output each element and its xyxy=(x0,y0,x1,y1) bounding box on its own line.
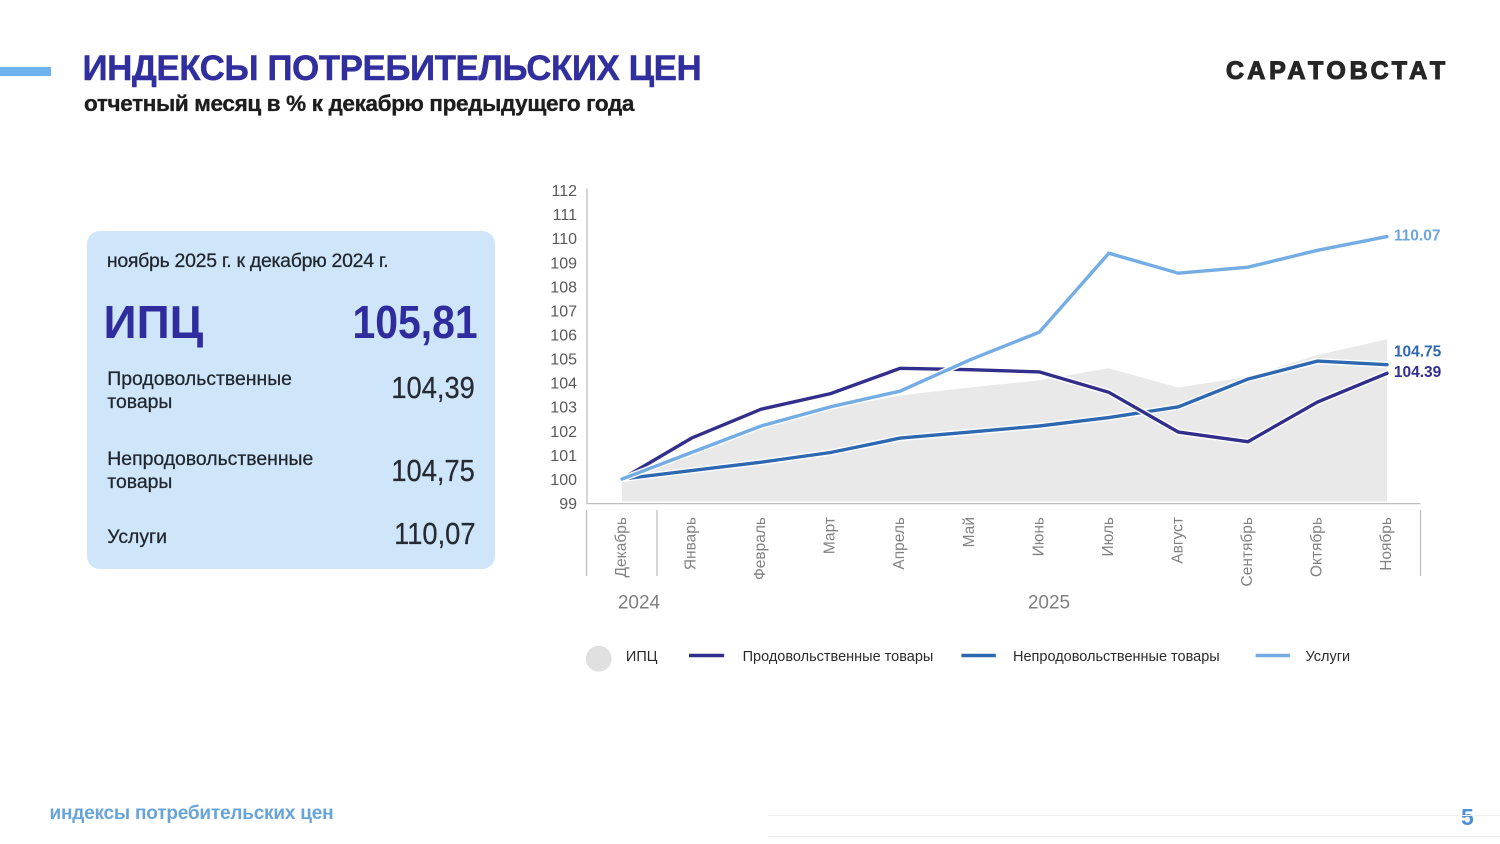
svg-text:Февраль: Февраль xyxy=(752,517,769,580)
svg-text:ИПЦ: ИПЦ xyxy=(626,649,658,665)
svg-text:Июнь: Июнь xyxy=(1030,517,1047,556)
svg-text:104: 104 xyxy=(550,376,577,393)
svg-text:108: 108 xyxy=(550,279,577,296)
svg-text:2025: 2025 xyxy=(1028,593,1070,614)
svg-text:107: 107 xyxy=(550,303,577,320)
svg-text:102: 102 xyxy=(550,424,577,441)
svg-text:Июль: Июль xyxy=(1100,517,1117,557)
svg-text:101: 101 xyxy=(550,448,577,465)
svg-text:Декабрь: Декабрь xyxy=(613,517,630,577)
svg-text:Сентябрь: Сентябрь xyxy=(1239,517,1256,586)
svg-text:Август: Август xyxy=(1169,517,1186,564)
svg-text:99: 99 xyxy=(559,496,577,513)
svg-text:Услуги: Услуги xyxy=(1306,649,1351,665)
svg-text:106: 106 xyxy=(550,328,577,345)
svg-text:2024: 2024 xyxy=(618,593,661,614)
svg-text:Ноябрь: Ноябрь xyxy=(1378,517,1395,571)
svg-text:Продовольственные товары: Продовольственные товары xyxy=(743,649,934,665)
svg-text:Апрель: Апрель xyxy=(891,517,908,570)
svg-text:Непродовольственные товары: Непродовольственные товары xyxy=(1013,649,1220,665)
svg-text:Май: Май xyxy=(961,517,978,547)
svg-text:Март: Март xyxy=(822,517,839,554)
svg-text:103: 103 xyxy=(550,400,577,417)
svg-text:Январь: Январь xyxy=(683,517,700,570)
svg-text:110: 110 xyxy=(551,231,577,248)
svg-text:112: 112 xyxy=(551,183,577,200)
svg-text:111: 111 xyxy=(553,207,577,224)
svg-text:Октябрь: Октябрь xyxy=(1309,517,1326,577)
svg-text:104.39: 104.39 xyxy=(1394,364,1442,381)
svg-text:104.75: 104.75 xyxy=(1394,344,1442,361)
svg-text:100: 100 xyxy=(550,472,577,489)
svg-text:110.07: 110.07 xyxy=(1394,227,1441,244)
svg-text:105: 105 xyxy=(550,352,577,369)
svg-text:109: 109 xyxy=(550,255,577,272)
